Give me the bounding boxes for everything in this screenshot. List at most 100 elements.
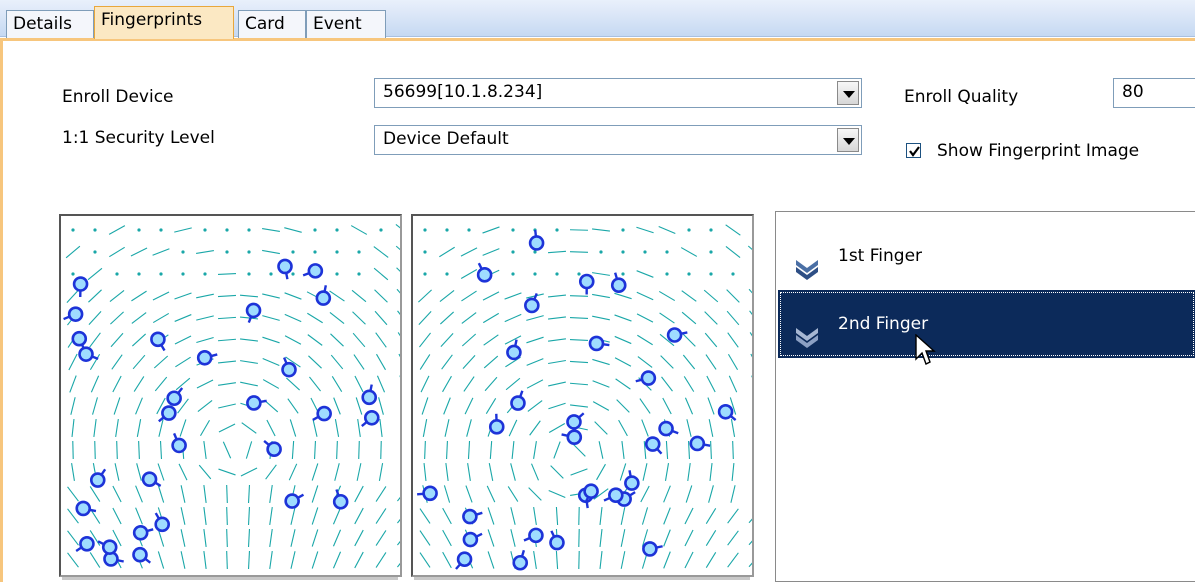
ridge-mark: [352, 332, 366, 348]
ridge-mark: [658, 290, 676, 302]
minutia-point: [158, 405, 177, 423]
finger-item-2nd[interactable]: 2nd Finger: [778, 290, 1195, 365]
ridge-mark: [592, 272, 610, 276]
ridge-mark: [709, 228, 713, 232]
ridge-mark: [596, 463, 606, 481]
enroll-quality-input[interactable]: 80: [1113, 78, 1195, 108]
security-level-label: 1:1 Security Level: [62, 128, 215, 148]
ridge-mark: [419, 354, 431, 370]
enroll-device-value: 56699[10.1.8.234]: [383, 82, 543, 102]
tab-card[interactable]: Card: [238, 10, 306, 38]
ridge-mark: [135, 485, 143, 503]
tab-bar: Details Fingerprints Card Event: [0, 0, 1195, 39]
ridge-mark: [727, 332, 739, 348]
ridge-mark: [445, 463, 449, 481]
ridge-mark: [241, 422, 257, 434]
ridge-mark: [330, 333, 344, 347]
minutia-point: [281, 357, 297, 378]
ridge-mark: [226, 550, 228, 570]
dropdown-arrow-icon[interactable]: [837, 128, 859, 152]
minutia-point: [610, 272, 627, 293]
dropdown-arrow-icon[interactable]: [837, 81, 859, 105]
ridge-mark: [620, 529, 626, 547]
ridge-mark: [728, 375, 738, 393]
minutia-point: [566, 412, 585, 430]
ridge-mark: [533, 507, 537, 525]
ridge-mark: [180, 551, 186, 569]
ridge-mark: [636, 270, 654, 278]
ridge-mark: [329, 290, 345, 302]
ridge-mark: [284, 313, 302, 323]
ridge-mark: [704, 311, 718, 325]
ridge-mark: [116, 440, 118, 460]
minutia-point: [561, 429, 583, 445]
ridge-mark: [131, 290, 147, 302]
ridge-mark: [88, 310, 102, 326]
minutia-point: [78, 346, 99, 362]
enroll-device-select[interactable]: 56699[10.1.8.234]: [374, 78, 862, 108]
ridge-mark: [152, 291, 170, 301]
mouse-pointer-icon: [915, 334, 936, 365]
ridge-mark: [751, 375, 752, 378]
ridge-mark: [375, 552, 387, 568]
ridge-mark: [547, 294, 567, 298]
minutia-point: [462, 508, 483, 525]
ridge-mark: [727, 508, 739, 524]
minutia-point: [277, 258, 293, 280]
security-level-select[interactable]: Device Default: [374, 125, 862, 155]
tab-fingerprints[interactable]: Fingerprints: [94, 6, 234, 39]
ridge-mark: [419, 508, 431, 524]
ridge-mark: [373, 246, 389, 258]
minutia-point: [141, 471, 162, 487]
tab-details[interactable]: Details: [6, 10, 94, 38]
finger-list[interactable]: 1st Finger 2nd Finger: [775, 211, 1195, 582]
ridge-mark: [313, 250, 317, 254]
minutia-point: [512, 549, 529, 571]
minutia-point: [635, 370, 657, 386]
minutia-point: [246, 395, 267, 411]
ridge-mark: [749, 310, 752, 315]
ridge-mark: [419, 552, 431, 568]
minutia-point: [642, 541, 663, 557]
ridge-mark: [749, 332, 752, 337]
tab-event[interactable]: Event: [306, 10, 386, 38]
show-image-checkbox[interactable]: [906, 143, 921, 158]
ridge-mark: [203, 551, 207, 569]
ridge-mark: [467, 440, 471, 460]
fingerprint-ridge-map-1: [63, 224, 402, 570]
ridge-mark: [548, 381, 566, 387]
ridge-mark: [354, 507, 364, 525]
ridge-mark: [487, 507, 495, 525]
ridge-mark: [180, 485, 186, 503]
ridge-mark: [111, 354, 123, 370]
ridge-mark: [90, 375, 100, 393]
finger-item-1st[interactable]: 1st Finger: [778, 222, 1195, 290]
ridge-mark: [445, 272, 449, 276]
ridge-mark: [665, 272, 669, 276]
ridge-mark: [664, 463, 670, 481]
ridge-mark: [592, 228, 610, 232]
ridge-mark: [663, 551, 671, 569]
ridge-mark: [375, 332, 387, 348]
ridge-mark: [262, 228, 280, 232]
ridge-mark: [198, 464, 212, 480]
ridge-mark: [154, 376, 168, 392]
ridge-mark: [684, 551, 694, 569]
fingerprint-image-2: [411, 214, 754, 577]
ridge-mark: [753, 485, 754, 503]
minutia-point: [89, 468, 107, 488]
ridge-mark: [423, 250, 427, 254]
minutia-point: [284, 493, 305, 509]
ridge-mark: [401, 397, 402, 415]
ridge-mark: [196, 293, 214, 299]
ridge-mark: [637, 356, 653, 368]
ridge-mark: [485, 398, 497, 414]
ridge-mark: [424, 440, 426, 460]
ridge-mark: [135, 507, 143, 525]
ridge-mark: [399, 375, 400, 378]
ridge-mark: [262, 293, 280, 299]
ridge-mark: [203, 441, 207, 459]
ridge-mark: [621, 250, 625, 254]
security-level-value: Device Default: [383, 129, 509, 149]
ridge-mark: [109, 289, 125, 303]
